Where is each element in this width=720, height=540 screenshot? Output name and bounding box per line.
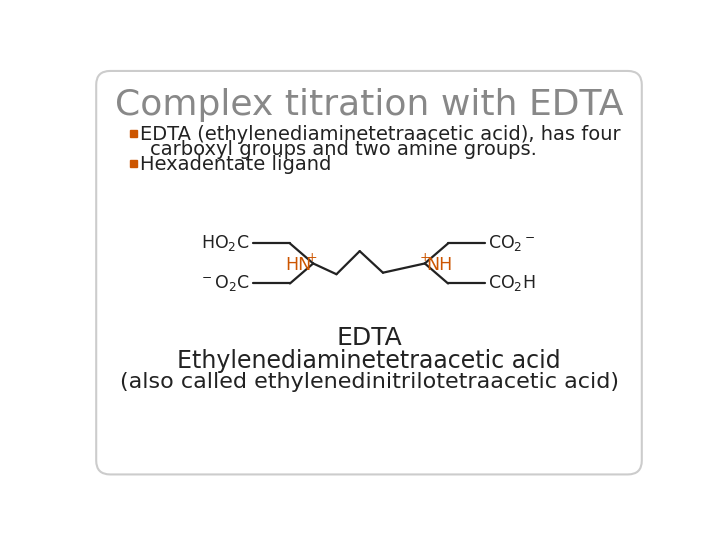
Text: HN: HN xyxy=(285,256,312,274)
Text: +: + xyxy=(420,251,430,264)
Text: Complex titration with EDTA: Complex titration with EDTA xyxy=(114,88,624,122)
Text: NH: NH xyxy=(426,256,453,274)
Text: CO$_2$H: CO$_2$H xyxy=(488,273,536,293)
FancyBboxPatch shape xyxy=(96,71,642,475)
Text: HO$_2$C: HO$_2$C xyxy=(202,233,250,253)
Text: EDTA: EDTA xyxy=(336,326,402,350)
Text: +: + xyxy=(306,251,317,264)
Text: CO$_2$$^-$: CO$_2$$^-$ xyxy=(488,233,536,253)
Text: Hexadentate ligand: Hexadentate ligand xyxy=(140,154,332,174)
Text: carboxyl groups and two amine groups.: carboxyl groups and two amine groups. xyxy=(150,140,536,159)
Text: EDTA (ethylenediaminetetraacetic acid), has four: EDTA (ethylenediaminetetraacetic acid), … xyxy=(140,125,621,144)
Text: $^-$O$_2$C: $^-$O$_2$C xyxy=(199,273,250,293)
Bar xyxy=(130,130,138,137)
Text: (also called ethylenedinitrilotetraacetic acid): (also called ethylenedinitrilotetraaceti… xyxy=(120,372,618,392)
Text: Ethylenediaminetetraacetic acid: Ethylenediaminetetraacetic acid xyxy=(177,349,561,373)
Bar xyxy=(130,160,138,167)
